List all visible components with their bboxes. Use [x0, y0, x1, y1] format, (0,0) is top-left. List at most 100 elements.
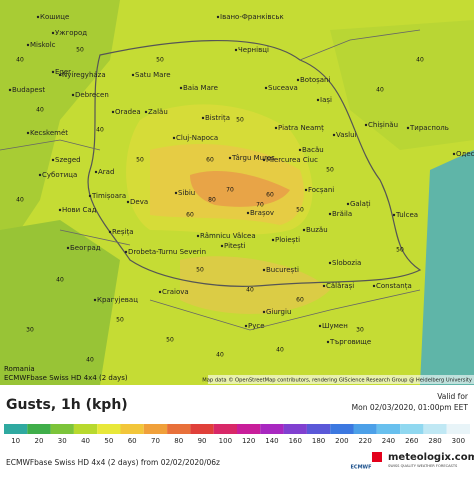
city-label: Шумен — [322, 322, 348, 330]
legend-swatch — [353, 424, 377, 434]
legend-swatch — [306, 424, 331, 434]
city-label: Sibiu — [178, 189, 195, 197]
legend-swatch — [260, 424, 284, 434]
city-dot — [26, 43, 30, 47]
city-dot — [271, 238, 275, 242]
terrain — [0, 0, 120, 260]
ecmwf-logo: ECMWF — [351, 465, 372, 471]
city-dot — [262, 310, 266, 314]
city-label: Zalău — [148, 108, 168, 116]
gust-label: 70 — [226, 187, 234, 194]
city-label: Ужгород — [55, 29, 87, 37]
city-dot — [58, 73, 62, 77]
city-label: Bacău — [302, 146, 324, 154]
legend-label: 10 — [11, 437, 20, 445]
city-label: Satu Mare — [135, 71, 171, 79]
city-label: Bistrița — [205, 114, 230, 123]
city-dot — [51, 70, 55, 74]
city-label: București — [266, 266, 299, 274]
city-dot — [216, 15, 220, 19]
city-dot — [158, 290, 162, 294]
gust-label: 50 — [156, 57, 164, 64]
legend-swatch — [376, 424, 401, 434]
legend-swatch — [120, 424, 144, 434]
city-dot — [38, 173, 42, 177]
legend-swatch — [27, 424, 51, 434]
city-dot — [392, 213, 396, 217]
city-dot — [262, 158, 266, 162]
gust-label: 30 — [26, 327, 34, 334]
gust-label: 40 — [56, 277, 64, 284]
legend-swatch — [50, 424, 74, 434]
gust-label: 50 — [76, 47, 84, 54]
gust-label: 40 — [16, 57, 24, 64]
gust-label: 30 — [356, 327, 364, 334]
legend-label: 240 — [382, 437, 395, 445]
city-dot — [220, 244, 224, 248]
city-dot — [201, 116, 205, 120]
city-label: Piatra Neamț — [278, 124, 324, 133]
city-label: Русе — [248, 322, 265, 330]
city-dot — [246, 211, 250, 215]
city-label: Debrecen — [75, 91, 109, 99]
city-dot — [196, 234, 200, 238]
legend-label: 260 — [405, 437, 418, 445]
city-label: Deva — [130, 198, 148, 206]
valid-time: Mon 02/03/2020, 01:00pm EET — [352, 403, 469, 412]
city-label: Baia Mare — [183, 84, 218, 92]
city-label: Giurgiu — [266, 308, 291, 316]
legend-label: 140 — [265, 437, 278, 445]
city-dot — [36, 15, 40, 19]
legend-label: 280 — [428, 437, 441, 445]
city-dot — [66, 246, 70, 250]
city-label: Constanța — [376, 282, 412, 291]
city-label: Suceava — [268, 84, 298, 92]
city-label: Buzău — [306, 226, 328, 234]
legend-label: 70 — [151, 437, 160, 445]
city-dot — [304, 188, 308, 192]
border — [0, 29, 421, 331]
city-dot — [234, 48, 238, 52]
city-dot — [318, 324, 322, 328]
city-label: Суботица — [42, 171, 77, 179]
city-label: Чернівці — [238, 46, 269, 54]
city-dot — [94, 170, 98, 174]
city-dot — [296, 78, 300, 82]
gust-label: 70 — [256, 202, 264, 209]
gust-label: 50 — [326, 167, 334, 174]
city-dot — [264, 86, 268, 90]
city-label: Pitești — [224, 242, 245, 250]
gust-label: 50 — [236, 117, 244, 124]
gust-label: 40 — [16, 197, 24, 204]
city-dot — [452, 152, 456, 156]
city-label: Івано-Франківськ — [220, 13, 284, 21]
gust-label: 50 — [136, 157, 144, 164]
city-label: Brașov — [250, 209, 274, 217]
legend-swatch — [73, 424, 98, 434]
city-label: Drobeta-Turnu Severin — [128, 248, 206, 256]
city-label: Brăila — [332, 210, 352, 218]
city-label: Одеса — [456, 150, 474, 158]
gust-label: 50 — [296, 207, 304, 214]
region: Romania — [4, 365, 35, 373]
city-label: Nyíregyháza — [62, 71, 106, 79]
legend-swatch — [213, 424, 237, 434]
brand: meteologix.com — [388, 452, 474, 463]
city-label: Крагујевац — [97, 296, 138, 304]
city-dot — [262, 268, 266, 272]
city-label: Ploiești — [275, 236, 300, 244]
legend-swatch — [190, 424, 214, 434]
gust-label: 50 — [196, 267, 204, 274]
legend-label: 100 — [219, 437, 232, 445]
city-dot — [8, 88, 12, 92]
city-label: Târgu Mureș — [231, 154, 275, 162]
gust-label: 40 — [246, 287, 254, 294]
sea — [420, 150, 474, 385]
city-label: Тирасполь — [409, 124, 449, 132]
city-dot — [51, 31, 55, 35]
city-dot — [174, 191, 178, 195]
city-dot — [179, 86, 183, 90]
city-label: Нови Сад — [62, 206, 97, 214]
title: Gusts, 1h (kph) — [6, 397, 128, 413]
